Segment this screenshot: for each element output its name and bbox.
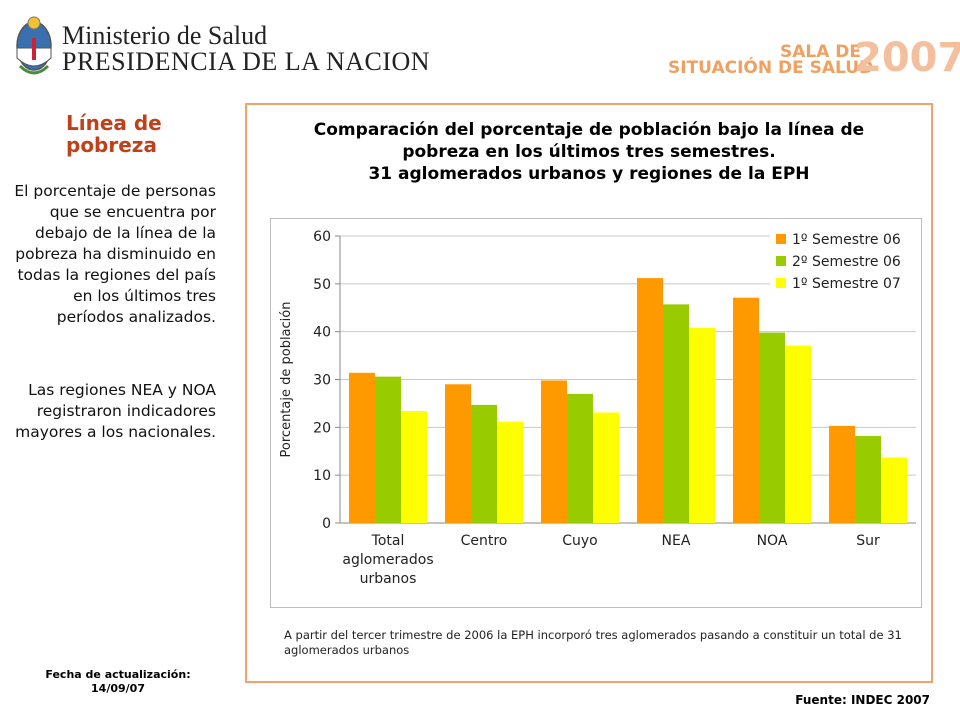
update-date-value: 14/09/07 [91,682,145,695]
bar [689,327,715,523]
sidebar-paragraph: El porcentaje de personas que se encuent… [14,182,216,326]
bar [541,380,567,523]
y-tick-label: 50 [313,277,331,293]
y-axis-title: Porcentaje de población [279,302,294,458]
y-tick-label: 60 [313,229,331,245]
y-tick-label: 30 [313,373,331,389]
sala-logo-line1: SALA DE [780,42,862,62]
y-tick-label: 20 [313,420,331,436]
chart-title: Comparación del porcentaje de población … [250,119,928,185]
y-tick-label: 40 [313,325,331,341]
bar [567,393,593,523]
bar [855,435,881,523]
x-category-label: Cuyo [562,533,598,549]
bar [637,278,663,523]
chart-title-line: 31 aglomerados urbanos y regiones de la … [368,164,810,184]
sala-situacion-logo: SALA DE SITUACIÓN DE SALUD 2007 [668,36,960,84]
bar [785,345,811,523]
x-category-label: urbanos [360,571,417,587]
y-tick-label: 0 [322,516,331,532]
bar [401,411,427,523]
source-note: Fuente: INDEC 2007 [795,693,930,707]
legend-swatch [776,256,786,266]
x-category-label: NEA [662,533,691,549]
chart-footnote: A partir del tercer trimestre de 2006 la… [284,628,902,657]
sala-logo-year: 2007 [854,35,960,81]
bar [759,332,785,523]
legend-label: 1º Semestre 06 [792,232,901,248]
bar [471,404,497,523]
y-tick-label: 10 [313,468,331,484]
legend-label: 2º Semestre 06 [792,254,901,270]
bar [593,412,619,523]
bar [829,425,855,523]
sala-logo-line2: SITUACIÓN DE SALUD [668,58,874,78]
legend-swatch [776,278,786,288]
update-date-label: Fecha de actualización: [45,668,191,681]
x-category-label: NOA [757,533,788,549]
chart-title-line: pobreza en los últimos tres semestres. [402,142,776,162]
chart-panel [245,103,933,683]
bar [375,376,401,523]
presidency-name: PRESIDENCIA DE LA NACION [62,47,431,76]
chart-title-line: Comparación del porcentaje de población … [313,120,865,140]
x-category-label: Total [371,533,405,549]
x-category-label: Centro [461,533,508,549]
bar [733,297,759,523]
national-emblem-icon [16,16,52,75]
legend-box [770,226,918,296]
x-category-label: aglomerados [342,552,433,568]
bar [663,304,689,523]
x-category-label: Sur [856,533,880,549]
ministry-name: Ministerio de Salud [62,21,268,50]
sidebar-title: Línea de pobreza [66,111,162,157]
legend-label: 1º Semestre 07 [792,276,901,292]
bar-chart: 0 10 20 30 40 50 60 Porcentaje de población Tota… [279,226,918,587]
bar [349,372,375,523]
bar [445,384,471,523]
bar [497,421,523,523]
legend-swatch [776,234,786,244]
sidebar-paragraph: Las regiones NEA y NOA registraron indic… [15,381,216,441]
bar [881,457,907,523]
